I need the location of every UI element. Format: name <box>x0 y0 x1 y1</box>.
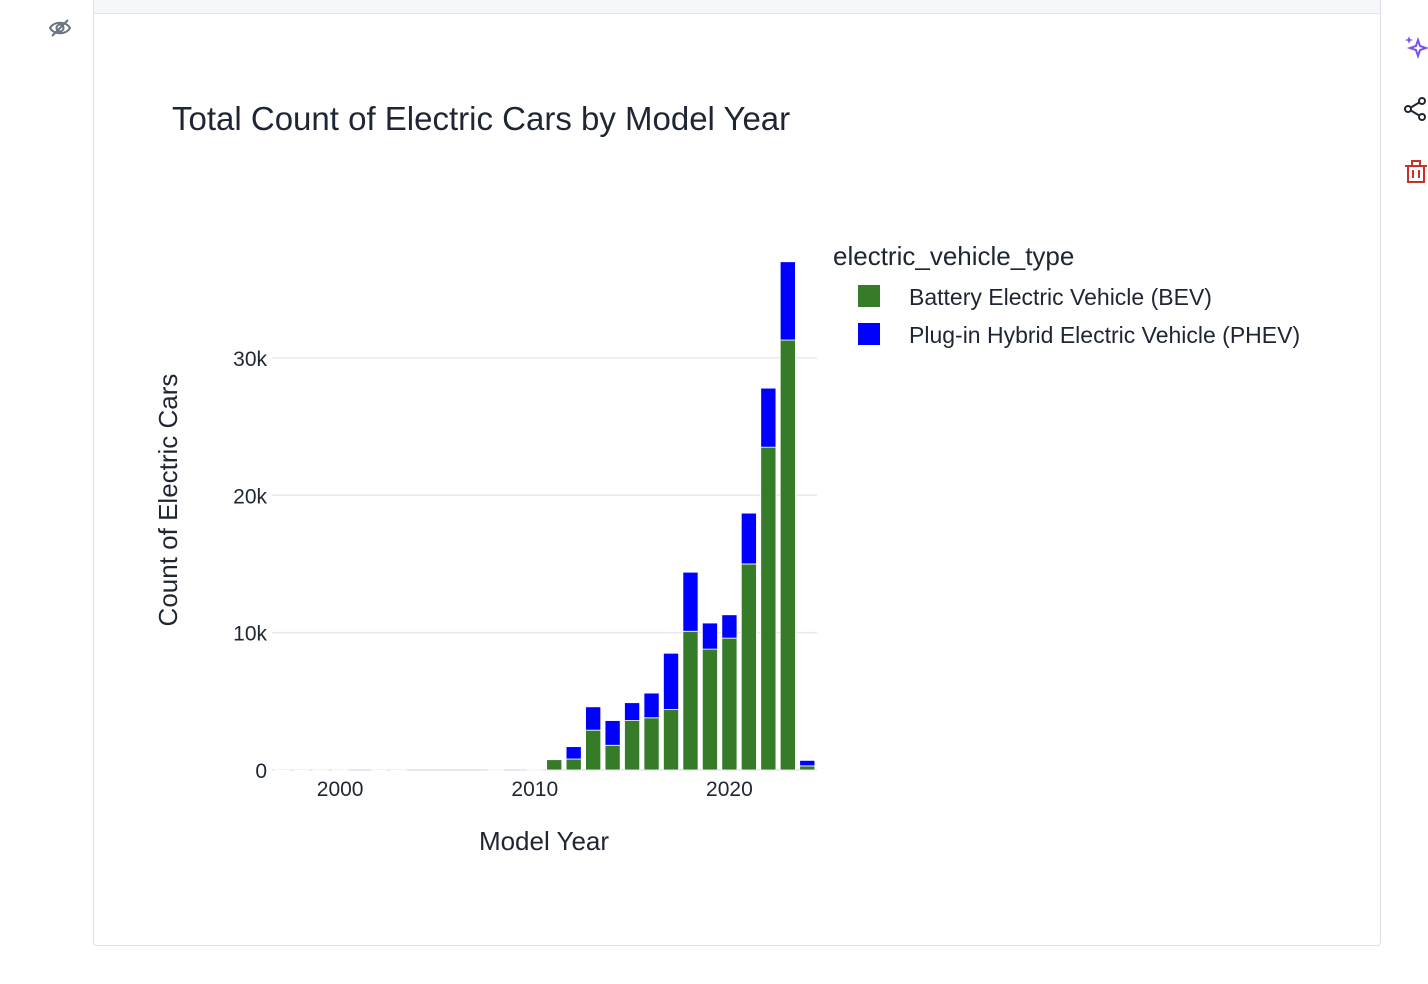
bar-bev-2021[interactable] <box>740 563 757 771</box>
trash-icon <box>1405 160 1427 183</box>
chart-title: Total Count of Electric Cars by Model Ye… <box>172 100 790 137</box>
bar-phev-2019[interactable] <box>701 622 718 650</box>
x-tick-label: 2000 <box>317 778 364 801</box>
eye-off-icon <box>48 19 72 37</box>
bar-bev-1999[interactable] <box>312 769 329 771</box>
y-tick-label: 10k <box>233 623 267 646</box>
bar-bev-2016[interactable] <box>643 717 660 771</box>
bar-bev-2000[interactable] <box>332 769 349 771</box>
bar-phev-2020[interactable] <box>721 614 738 639</box>
bar-bev-2012[interactable] <box>565 758 582 771</box>
bar-bev-2002[interactable] <box>371 769 388 771</box>
bar-bev-1997[interactable] <box>273 769 290 771</box>
bar-bev-2018[interactable] <box>682 630 699 771</box>
axes: 0 10k 20k 30k 2000 2010 2020 <box>233 348 753 801</box>
bar-bev-2020[interactable] <box>721 637 738 771</box>
ai-assist-button[interactable] <box>1402 34 1428 60</box>
y-axis-title: Count of Electric Cars <box>153 374 183 627</box>
legend: electric_vehicle_type Battery Electric V… <box>833 241 1300 348</box>
bars <box>273 261 816 771</box>
share-icon <box>1404 97 1426 121</box>
bar-bev-2003[interactable] <box>390 769 407 771</box>
bar-bev-2017[interactable] <box>663 709 680 771</box>
bar-bev-2023[interactable] <box>779 339 796 771</box>
bar-bev-2013[interactable] <box>585 729 602 771</box>
sparkles-icon <box>1405 36 1428 60</box>
cell-actions <box>1402 34 1428 220</box>
x-tick-label: 2010 <box>511 778 558 801</box>
y-tick-label: 0 <box>255 760 267 783</box>
bar-bev-2014[interactable] <box>604 744 621 771</box>
legend-swatch-bev <box>858 285 880 307</box>
bar-phev-2013[interactable] <box>585 706 602 731</box>
bar-bev-2019[interactable] <box>701 648 718 771</box>
delete-cell-button[interactable] <box>1402 158 1428 184</box>
bar-bev-2024[interactable] <box>799 765 816 771</box>
legend-title: electric_vehicle_type <box>833 241 1074 271</box>
bar-bev-2008[interactable] <box>487 769 504 771</box>
y-tick-label: 20k <box>233 485 267 508</box>
bar-phev-2015[interactable] <box>624 702 641 721</box>
bar-phev-2018[interactable] <box>682 571 699 632</box>
bar-bev-2015[interactable] <box>624 720 641 771</box>
legend-item-phev[interactable]: Plug-in Hybrid Electric Vehicle (PHEV) <box>858 322 1300 348</box>
share-button[interactable] <box>1402 96 1428 122</box>
chart-cell <box>93 0 1381 946</box>
legend-item-bev[interactable]: Battery Electric Vehicle (BEV) <box>858 284 1212 310</box>
bar-bev-2011[interactable] <box>546 759 563 771</box>
y-tick-label: 30k <box>233 348 267 371</box>
bar-bev-1998[interactable] <box>293 769 310 771</box>
legend-swatch-phev <box>858 323 880 345</box>
bar-phev-2014[interactable] <box>604 720 621 746</box>
bar-phev-2012[interactable] <box>565 746 582 760</box>
bar-phev-2023[interactable] <box>779 261 796 341</box>
bar-phev-2017[interactable] <box>663 652 680 710</box>
x-tick-label: 2020 <box>706 778 753 801</box>
legend-label-bev: Battery Electric Vehicle (BEV) <box>909 284 1212 310</box>
bar-phev-2022[interactable] <box>760 387 777 448</box>
bar-phev-2016[interactable] <box>643 692 660 719</box>
bar-phev-2021[interactable] <box>740 512 757 565</box>
bar-bev-2022[interactable] <box>760 446 777 771</box>
legend-label-phev: Plug-in Hybrid Electric Vehicle (PHEV) <box>909 322 1300 348</box>
hide-cell-toggle[interactable] <box>46 14 74 42</box>
x-axis-title: Model Year <box>479 826 609 856</box>
bar-phev-2024[interactable] <box>799 759 816 767</box>
bar-bev-2010[interactable] <box>526 769 543 771</box>
cell-header-strip <box>94 0 1380 14</box>
